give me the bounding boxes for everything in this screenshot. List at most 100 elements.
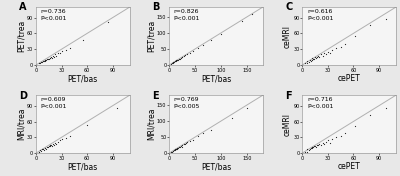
Point	[307, 147, 313, 150]
Point	[314, 56, 320, 58]
Point	[308, 147, 314, 150]
Point	[342, 132, 348, 134]
Point	[173, 148, 179, 151]
Point	[47, 57, 54, 59]
Point	[312, 55, 318, 58]
Point	[37, 149, 44, 152]
Point	[316, 55, 322, 58]
Point	[172, 148, 178, 151]
Point	[171, 60, 178, 63]
Point	[105, 20, 112, 23]
Point	[382, 106, 389, 109]
Text: r=0.716
P<0.001: r=0.716 P<0.001	[307, 98, 333, 109]
Point	[168, 150, 175, 153]
Point	[320, 54, 326, 57]
Point	[382, 17, 389, 20]
Point	[194, 47, 201, 50]
Point	[35, 62, 42, 65]
Point	[313, 57, 319, 59]
Point	[320, 141, 326, 144]
Point	[367, 114, 374, 117]
Point	[67, 135, 73, 138]
Point	[175, 58, 182, 61]
Point	[170, 149, 176, 152]
X-axis label: PET/bas: PET/bas	[201, 74, 231, 83]
X-axis label: PET/bas: PET/bas	[201, 162, 231, 171]
Point	[176, 146, 183, 149]
Point	[318, 143, 324, 146]
Point	[208, 39, 214, 41]
Point	[316, 142, 322, 145]
Point	[40, 149, 47, 151]
Point	[44, 58, 50, 61]
Point	[326, 52, 333, 55]
Point	[37, 61, 44, 64]
Text: r=0.826
P<0.001: r=0.826 P<0.001	[174, 9, 200, 21]
Point	[325, 139, 331, 142]
Point	[302, 151, 308, 153]
Point	[41, 147, 48, 150]
Point	[47, 144, 54, 147]
Point	[179, 55, 185, 58]
Point	[244, 107, 250, 109]
Point	[307, 58, 313, 61]
Point	[306, 149, 312, 152]
Point	[170, 61, 176, 64]
Point	[173, 147, 180, 150]
X-axis label: cePET: cePET	[338, 74, 360, 83]
Point	[302, 62, 308, 65]
Point	[57, 52, 63, 55]
Text: F: F	[285, 90, 292, 100]
Point	[57, 139, 63, 142]
Text: r=0.616
P<0.001: r=0.616 P<0.001	[307, 9, 333, 21]
Point	[172, 60, 178, 62]
Point	[311, 145, 317, 148]
Point	[175, 146, 182, 149]
Point	[249, 13, 256, 15]
Point	[168, 63, 174, 65]
Point	[173, 59, 179, 62]
Point	[174, 58, 181, 61]
Point	[179, 143, 185, 146]
Point	[48, 56, 54, 58]
Point	[63, 137, 69, 140]
Point	[326, 141, 333, 144]
Point	[53, 54, 60, 57]
Point	[184, 53, 190, 55]
Point	[180, 143, 187, 146]
Point	[182, 141, 189, 144]
Point	[67, 47, 73, 50]
Point	[342, 43, 348, 45]
X-axis label: PET/bas: PET/bas	[68, 162, 98, 171]
Point	[333, 47, 340, 50]
Point	[329, 137, 335, 140]
Point	[58, 138, 65, 141]
Point	[41, 58, 48, 61]
Point	[63, 49, 69, 52]
Point	[174, 147, 180, 150]
Point	[50, 142, 56, 145]
Point	[173, 59, 180, 62]
Point	[303, 150, 310, 153]
Point	[314, 143, 320, 146]
Point	[218, 33, 224, 36]
Point	[177, 145, 184, 147]
Point	[46, 57, 52, 60]
Point	[170, 61, 176, 64]
Point	[170, 150, 176, 153]
Point	[84, 123, 90, 126]
Text: r=0.769
P<0.005: r=0.769 P<0.005	[174, 98, 200, 109]
Point	[329, 49, 335, 52]
Point	[323, 140, 329, 143]
Point	[49, 56, 55, 59]
Point	[312, 144, 318, 147]
Point	[55, 140, 61, 143]
Point	[304, 59, 310, 62]
Point	[46, 145, 53, 148]
Point	[174, 147, 181, 149]
Text: C: C	[285, 2, 293, 12]
Point	[367, 24, 374, 27]
Point	[303, 61, 310, 64]
Y-axis label: ceMRI: ceMRI	[283, 113, 292, 136]
Point	[46, 144, 52, 147]
